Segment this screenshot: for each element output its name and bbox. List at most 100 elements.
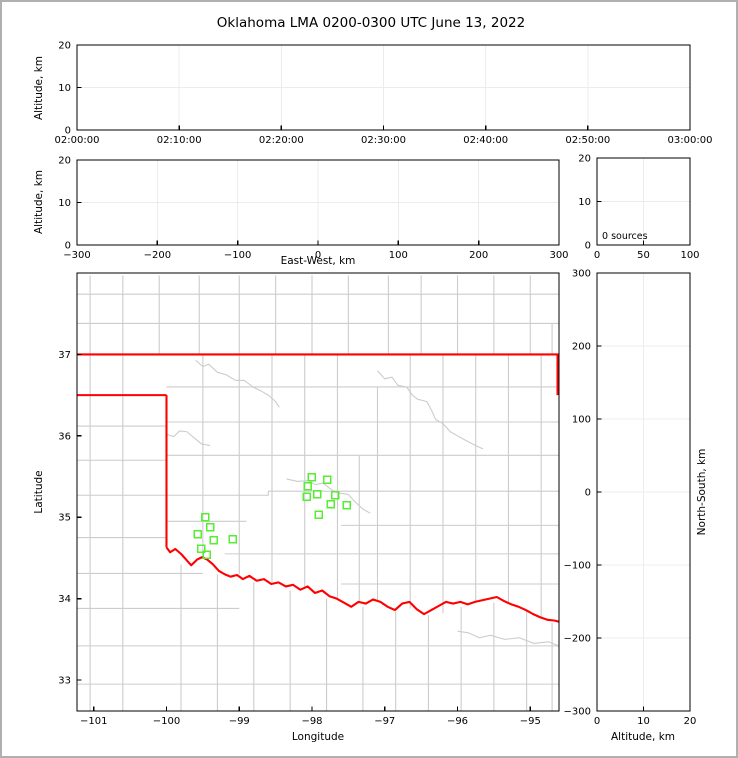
ns-height-x-axis-label: Altitude, km xyxy=(611,731,675,743)
source-count-annotation: 0 sources xyxy=(602,231,648,242)
y-tick-label: 34 xyxy=(58,594,71,605)
county-line xyxy=(286,478,371,514)
county-line xyxy=(77,490,559,496)
x-tick-label: −101 xyxy=(80,716,107,727)
x-tick-label: −99 xyxy=(229,716,250,727)
x-tick-label: −100 xyxy=(153,716,180,727)
x-tick-label: −100 xyxy=(224,250,251,261)
lma-stations xyxy=(193,473,352,559)
x-tick-label: −95 xyxy=(520,716,541,727)
county-line xyxy=(195,359,280,408)
axis-ticks xyxy=(76,44,691,131)
x-tick-label: −97 xyxy=(374,716,395,727)
y-tick-label: 0 xyxy=(585,241,591,252)
x-tick-label: 02:40:00 xyxy=(463,135,508,146)
county-line xyxy=(77,421,559,427)
station-marker xyxy=(342,500,352,510)
x-tick-label: −98 xyxy=(301,716,322,727)
station-marker xyxy=(303,482,312,491)
map-y-axis-label: Latitude xyxy=(33,470,45,513)
ew-height-y-axis-label: Altitude, km xyxy=(33,170,45,234)
x-tick-label: 50 xyxy=(637,250,650,261)
map-x-axis-label: Longitude xyxy=(292,731,344,743)
x-tick-label: 10 xyxy=(637,716,650,727)
y-tick-label: 35 xyxy=(58,513,71,524)
panel-ns_height: 0 10 20 −300 −200 −100 0 100 200 300 xyxy=(564,269,697,728)
y-tick-label: 0 xyxy=(65,126,71,137)
x-tick-label: 0 xyxy=(315,250,321,261)
station-marker xyxy=(312,490,322,499)
y-tick-label: 20 xyxy=(578,154,591,165)
county-boundaries xyxy=(77,275,559,711)
station-marker xyxy=(314,510,323,520)
station-marker xyxy=(209,535,219,545)
panel-frame xyxy=(76,272,560,712)
x-tick-label: −96 xyxy=(447,716,468,727)
panel-ew_height: −300 −200 −100 0 100 200 300 0 10 20 xyxy=(58,156,568,262)
axis-ticks xyxy=(596,272,691,712)
x-tick-label: 02:20:00 xyxy=(259,135,304,146)
x-tick-label: 02:50:00 xyxy=(565,135,610,146)
tick-labels: −300 −200 −100 0 100 200 300 0 10 20 xyxy=(58,156,568,262)
station-marker xyxy=(202,550,211,559)
y-tick-label: 33 xyxy=(58,676,71,687)
tick-labels: 0 10 20 −300 −200 −100 0 100 200 300 xyxy=(564,269,697,728)
x-tick-label: 0 xyxy=(594,716,600,727)
y-tick-label: 0 xyxy=(65,241,71,252)
station-marker xyxy=(323,475,332,485)
panel-time_height: 02:00:00 02:10:00 02:20:00 02:30:00 02:40:00… xyxy=(55,41,713,147)
county-line xyxy=(166,430,211,447)
county-line xyxy=(457,630,559,647)
grid-lines xyxy=(597,273,690,711)
grid-lines xyxy=(597,158,690,245)
plot-title: Oklahoma LMA 0200-0300 UTC June 13, 2022 xyxy=(216,15,526,31)
x-tick-label: 20 xyxy=(684,716,697,727)
red-river-boundary xyxy=(165,546,559,623)
x-tick-label: 100 xyxy=(680,250,699,261)
x-tick-label: 03:00:00 xyxy=(668,135,713,146)
x-tick-label: 200 xyxy=(469,250,488,261)
x-tick-label: 02:10:00 xyxy=(157,135,202,146)
y-tick-label: 300 xyxy=(572,269,591,280)
station-marker xyxy=(307,473,317,482)
map-layers xyxy=(77,275,559,711)
panel-map: −101 −100 −99 −98 −97 −96 −95 33 34 35 36 37 xyxy=(58,272,560,727)
y-tick-label: 10 xyxy=(578,197,591,208)
x-tick-label: 02:30:00 xyxy=(361,135,406,146)
state-boundary xyxy=(77,353,559,623)
ns-height-y-axis-label: North-South, km xyxy=(696,449,708,536)
y-tick-label: 0 xyxy=(585,488,591,499)
y-tick-label: −100 xyxy=(564,561,591,572)
ew-height-x-axis-label: East-West, km xyxy=(281,255,356,267)
x-tick-label: 0 xyxy=(594,250,600,261)
axis-ticks xyxy=(596,157,691,246)
y-tick-label: 20 xyxy=(58,156,71,167)
county-line xyxy=(377,370,484,450)
station-marker xyxy=(331,491,340,500)
county-line xyxy=(77,454,559,461)
station-marker xyxy=(228,534,237,544)
axis-ticks xyxy=(76,159,560,246)
y-tick-label: 37 xyxy=(58,350,71,361)
x-tick-label: −300 xyxy=(63,250,90,261)
x-tick-label: 100 xyxy=(389,250,408,261)
y-tick-label: −200 xyxy=(564,634,591,645)
station-marker xyxy=(302,492,312,502)
station-marker xyxy=(205,522,215,532)
y-tick-label: 10 xyxy=(58,83,71,94)
station-marker xyxy=(193,530,203,539)
panel-histogram: 0 50 100 0 10 20 xyxy=(578,154,699,262)
y-tick-label: −300 xyxy=(564,707,591,718)
axis-ticks xyxy=(77,353,531,711)
y-tick-label: 100 xyxy=(572,415,591,426)
y-tick-label: 36 xyxy=(58,431,71,442)
y-tick-label: 10 xyxy=(58,198,71,209)
time-height-y-axis-label: Altitude, km xyxy=(33,56,45,120)
tick-labels: 02:00:00 02:10:00 02:20:00 02:30:00 02:40:00… xyxy=(55,41,713,147)
tick-labels: 0 50 100 0 10 20 xyxy=(578,154,699,262)
x-tick-label: 02:00:00 xyxy=(55,135,100,146)
y-tick-label: 20 xyxy=(58,41,71,52)
y-tick-label: 200 xyxy=(572,342,591,353)
